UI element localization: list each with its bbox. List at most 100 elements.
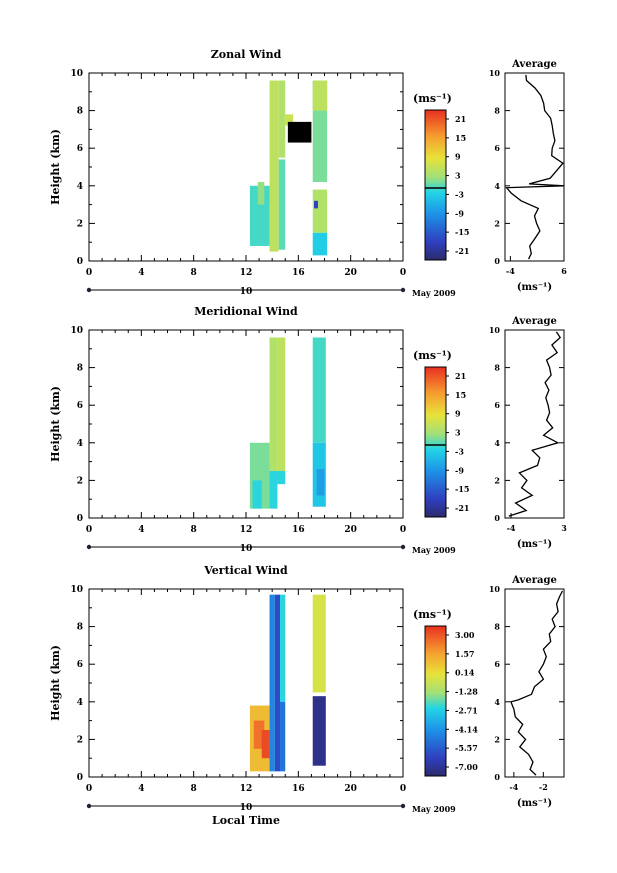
data-cell <box>314 200 318 209</box>
x-tick-label: 0 <box>400 784 406 794</box>
data-cell <box>312 80 328 111</box>
colorbar <box>424 625 447 777</box>
x-tick-label: 4 <box>138 268 144 278</box>
colorbar-unit: (ms⁻¹) <box>413 349 452 362</box>
x-tick-label: 16 <box>292 784 305 794</box>
data-cell <box>269 337 278 509</box>
average-y-tick-label: 10 <box>489 584 501 594</box>
y-tick-label: 6 <box>77 660 83 670</box>
average-y-tick-label: 10 <box>489 325 501 335</box>
y-axis-label: Height (km) <box>49 645 62 721</box>
average-y-tick-label: 8 <box>494 363 500 373</box>
data-cell <box>261 730 270 759</box>
x-tick-label: 8 <box>191 784 197 794</box>
average-y-tick-label: 2 <box>494 475 500 485</box>
average-frame <box>504 72 565 262</box>
colorbar-tick-label: 21 <box>455 371 466 381</box>
y-axis-label: Height (km) <box>49 129 62 205</box>
average-y-tick-label: 0 <box>494 256 500 266</box>
average-y-tick-label: 4 <box>494 697 500 707</box>
average-frame <box>504 588 565 778</box>
average-y-tick-label: 2 <box>494 218 500 228</box>
date-axis-day: 10 <box>240 287 253 297</box>
y-tick-label: 8 <box>77 623 83 633</box>
date-axis-start-marker <box>86 544 92 550</box>
data-cell <box>280 594 286 702</box>
plot-frame <box>88 329 404 519</box>
average-frame <box>504 329 565 519</box>
colorbar-tick-label: -9 <box>455 465 464 475</box>
data-cell <box>312 337 326 443</box>
data-cell <box>312 594 326 693</box>
y-tick-label: 4 <box>77 182 83 192</box>
y-tick-label: 0 <box>77 773 83 783</box>
y-tick-label: 10 <box>70 326 83 336</box>
colorbar-tick-label: 15 <box>455 390 466 400</box>
data-cell <box>312 696 326 766</box>
date-axis-end-marker <box>400 803 406 809</box>
x-tick-label: 20 <box>344 784 357 794</box>
colorbar-tick-label: -21 <box>455 503 469 513</box>
y-tick-label: 10 <box>70 585 83 595</box>
x-tick-label: 12 <box>240 268 253 278</box>
average-x-axis-label: (ms⁻¹) <box>517 282 552 293</box>
x-tick-label: 0 <box>86 784 92 794</box>
x-tick-label: 0 <box>400 268 406 278</box>
x-tick-label: 16 <box>292 268 305 278</box>
average-y-tick-label: 4 <box>494 181 500 191</box>
date-axis-day: 10 <box>240 544 253 554</box>
average-y-tick-label: 0 <box>494 772 500 782</box>
average-x-axis-label: (ms⁻¹) <box>517 539 552 550</box>
x-axis-label: Local Time <box>212 814 280 827</box>
x-tick-label: 0 <box>86 268 92 278</box>
panel-title: Zonal Wind <box>211 48 282 61</box>
plot-frame <box>88 72 404 262</box>
x-tick-label: 16 <box>292 525 305 535</box>
colorbar-tick-label: 21 <box>455 114 466 124</box>
average-y-tick-label: 6 <box>494 143 500 153</box>
panel-1: Meridional Wind 0 2 4 6 8 10 Height (km) 0 4 8 12 16… <box>49 305 567 555</box>
data-cell <box>269 471 278 509</box>
y-tick-label: 4 <box>77 698 83 708</box>
y-tick-label: 2 <box>77 476 83 486</box>
data-cell-saturated <box>287 121 312 143</box>
y-tick-label: 8 <box>77 107 83 117</box>
x-tick-label: 20 <box>344 525 357 535</box>
colorbar-tick-label: -9 <box>455 208 464 218</box>
colorbar-tick-label: 0.14 <box>455 668 475 678</box>
data-cell <box>274 594 281 772</box>
average-profile-line <box>510 590 564 776</box>
y-tick-label: 4 <box>77 439 83 449</box>
colorbar-tick-label: -7.00 <box>455 762 478 772</box>
y-tick-label: 8 <box>77 364 83 374</box>
y-axis-label: Height (km) <box>49 386 62 462</box>
colorbar-tick-label: -15 <box>455 227 469 237</box>
colorbar-tick-label: 9 <box>455 409 461 419</box>
colorbar-tick-label: 15 <box>455 133 466 143</box>
average-y-tick-label: 6 <box>494 400 500 410</box>
y-tick-label: 2 <box>77 735 83 745</box>
average-y-tick-label: 0 <box>494 513 500 523</box>
date-axis-day: 10 <box>240 803 253 813</box>
colorbar-tick-label: -5.57 <box>455 743 478 753</box>
colorbar-tick-label: 3 <box>455 428 461 438</box>
x-tick-label: 20 <box>344 268 357 278</box>
colorbar-tick-label: 3 <box>455 171 461 181</box>
x-tick-label: 8 <box>191 525 197 535</box>
colorbar-tick-label: -1.28 <box>455 687 478 697</box>
y-tick-label: 0 <box>77 257 83 267</box>
x-tick-label: 0 <box>86 525 92 535</box>
x-tick-label: 12 <box>240 525 253 535</box>
average-title: Average <box>511 316 557 327</box>
colorbar-tick-label: -3 <box>455 446 464 456</box>
data-cell <box>312 189 328 233</box>
average-y-tick-label: 6 <box>494 659 500 669</box>
date-axis-end-marker <box>400 544 406 550</box>
date-axis-start-marker <box>86 803 92 809</box>
date-axis-end-marker <box>400 287 406 293</box>
data-cell <box>280 701 286 772</box>
data-cell <box>277 471 286 485</box>
panel-title: Meridional Wind <box>194 305 298 318</box>
y-tick-label: 2 <box>77 219 83 229</box>
